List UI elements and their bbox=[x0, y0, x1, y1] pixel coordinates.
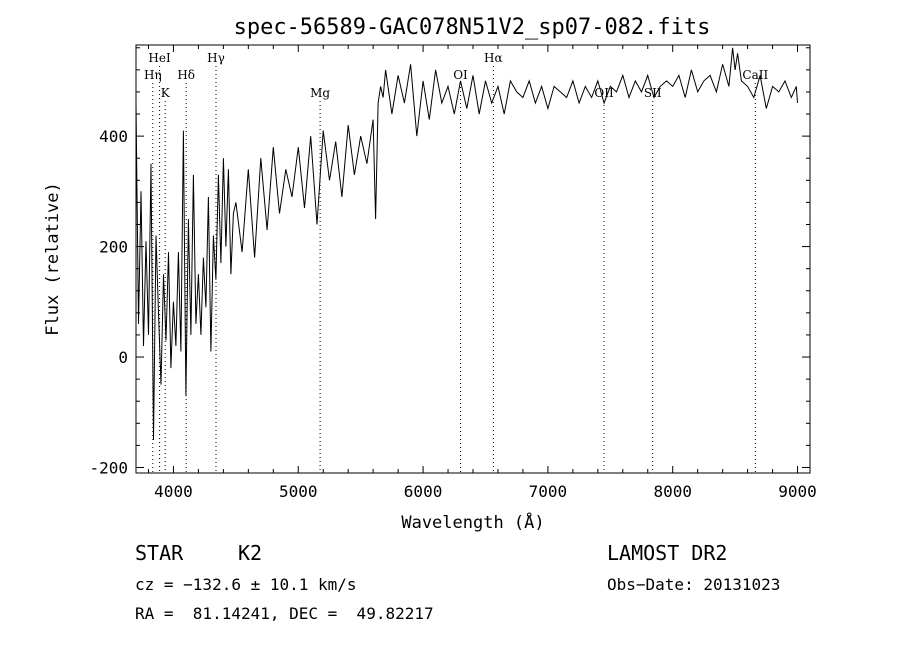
y-tick-label: 200 bbox=[99, 238, 128, 257]
line-label-2: K bbox=[161, 86, 171, 100]
y-tick-label: -200 bbox=[89, 458, 128, 477]
line-label-6: OI bbox=[453, 68, 468, 82]
redshift-cz: cz = −132.6 ± 10.1 km/s bbox=[135, 575, 357, 594]
x-tick-label: 8000 bbox=[653, 482, 692, 501]
line-label-0: Hη bbox=[144, 68, 162, 82]
line-label-3: Hδ bbox=[177, 68, 195, 82]
y-tick-label: 400 bbox=[99, 127, 128, 146]
y-tick-label: 0 bbox=[118, 348, 128, 367]
series-line-0 bbox=[135, 47, 798, 440]
x-tick-label: 4000 bbox=[154, 482, 193, 501]
x-tick-label: 5000 bbox=[279, 482, 318, 501]
x-axis-label: Wavelength (Å) bbox=[401, 511, 544, 533]
observation-date: Obs−Date: 20131023 bbox=[607, 575, 781, 594]
line-label-8: OII bbox=[594, 86, 614, 100]
x-tick-label: 7000 bbox=[529, 482, 568, 501]
y-axis: -200 0 200 400 bbox=[89, 47, 810, 477]
line-label-5: Mg bbox=[310, 86, 330, 100]
survey-name: LAMOST DR2 bbox=[607, 541, 728, 565]
x-tick-label: 6000 bbox=[404, 482, 443, 501]
line-label-7: Hα bbox=[484, 51, 503, 65]
line-label-4: Hγ bbox=[207, 51, 225, 65]
coordinates: RA = 81.14241, DEC = 49.82217 bbox=[135, 604, 434, 623]
chart-title: spec-56589-GAC078N51V2_sp07-082.fits bbox=[234, 15, 711, 40]
x-axis: 4000 5000 6000 7000 8000 9000 bbox=[147, 45, 817, 501]
object-class: STAR bbox=[135, 541, 184, 565]
line-label-10: CaII bbox=[742, 68, 768, 82]
plot-frame bbox=[135, 44, 811, 474]
spectrum-series bbox=[135, 47, 798, 440]
line-label-1: HeI bbox=[148, 51, 171, 65]
x-tick-label: 9000 bbox=[778, 482, 817, 501]
object-subclass: K2 bbox=[238, 541, 263, 565]
y-axis-label: Flux (relative) bbox=[43, 182, 63, 336]
